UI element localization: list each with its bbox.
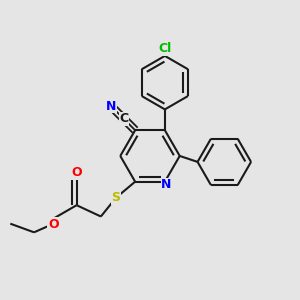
Text: Cl: Cl [158,42,172,55]
Text: S: S [111,191,120,204]
Text: N: N [161,178,172,191]
Text: O: O [48,218,58,231]
Text: N: N [106,100,116,113]
Text: O: O [71,166,82,179]
Text: C: C [119,112,128,125]
